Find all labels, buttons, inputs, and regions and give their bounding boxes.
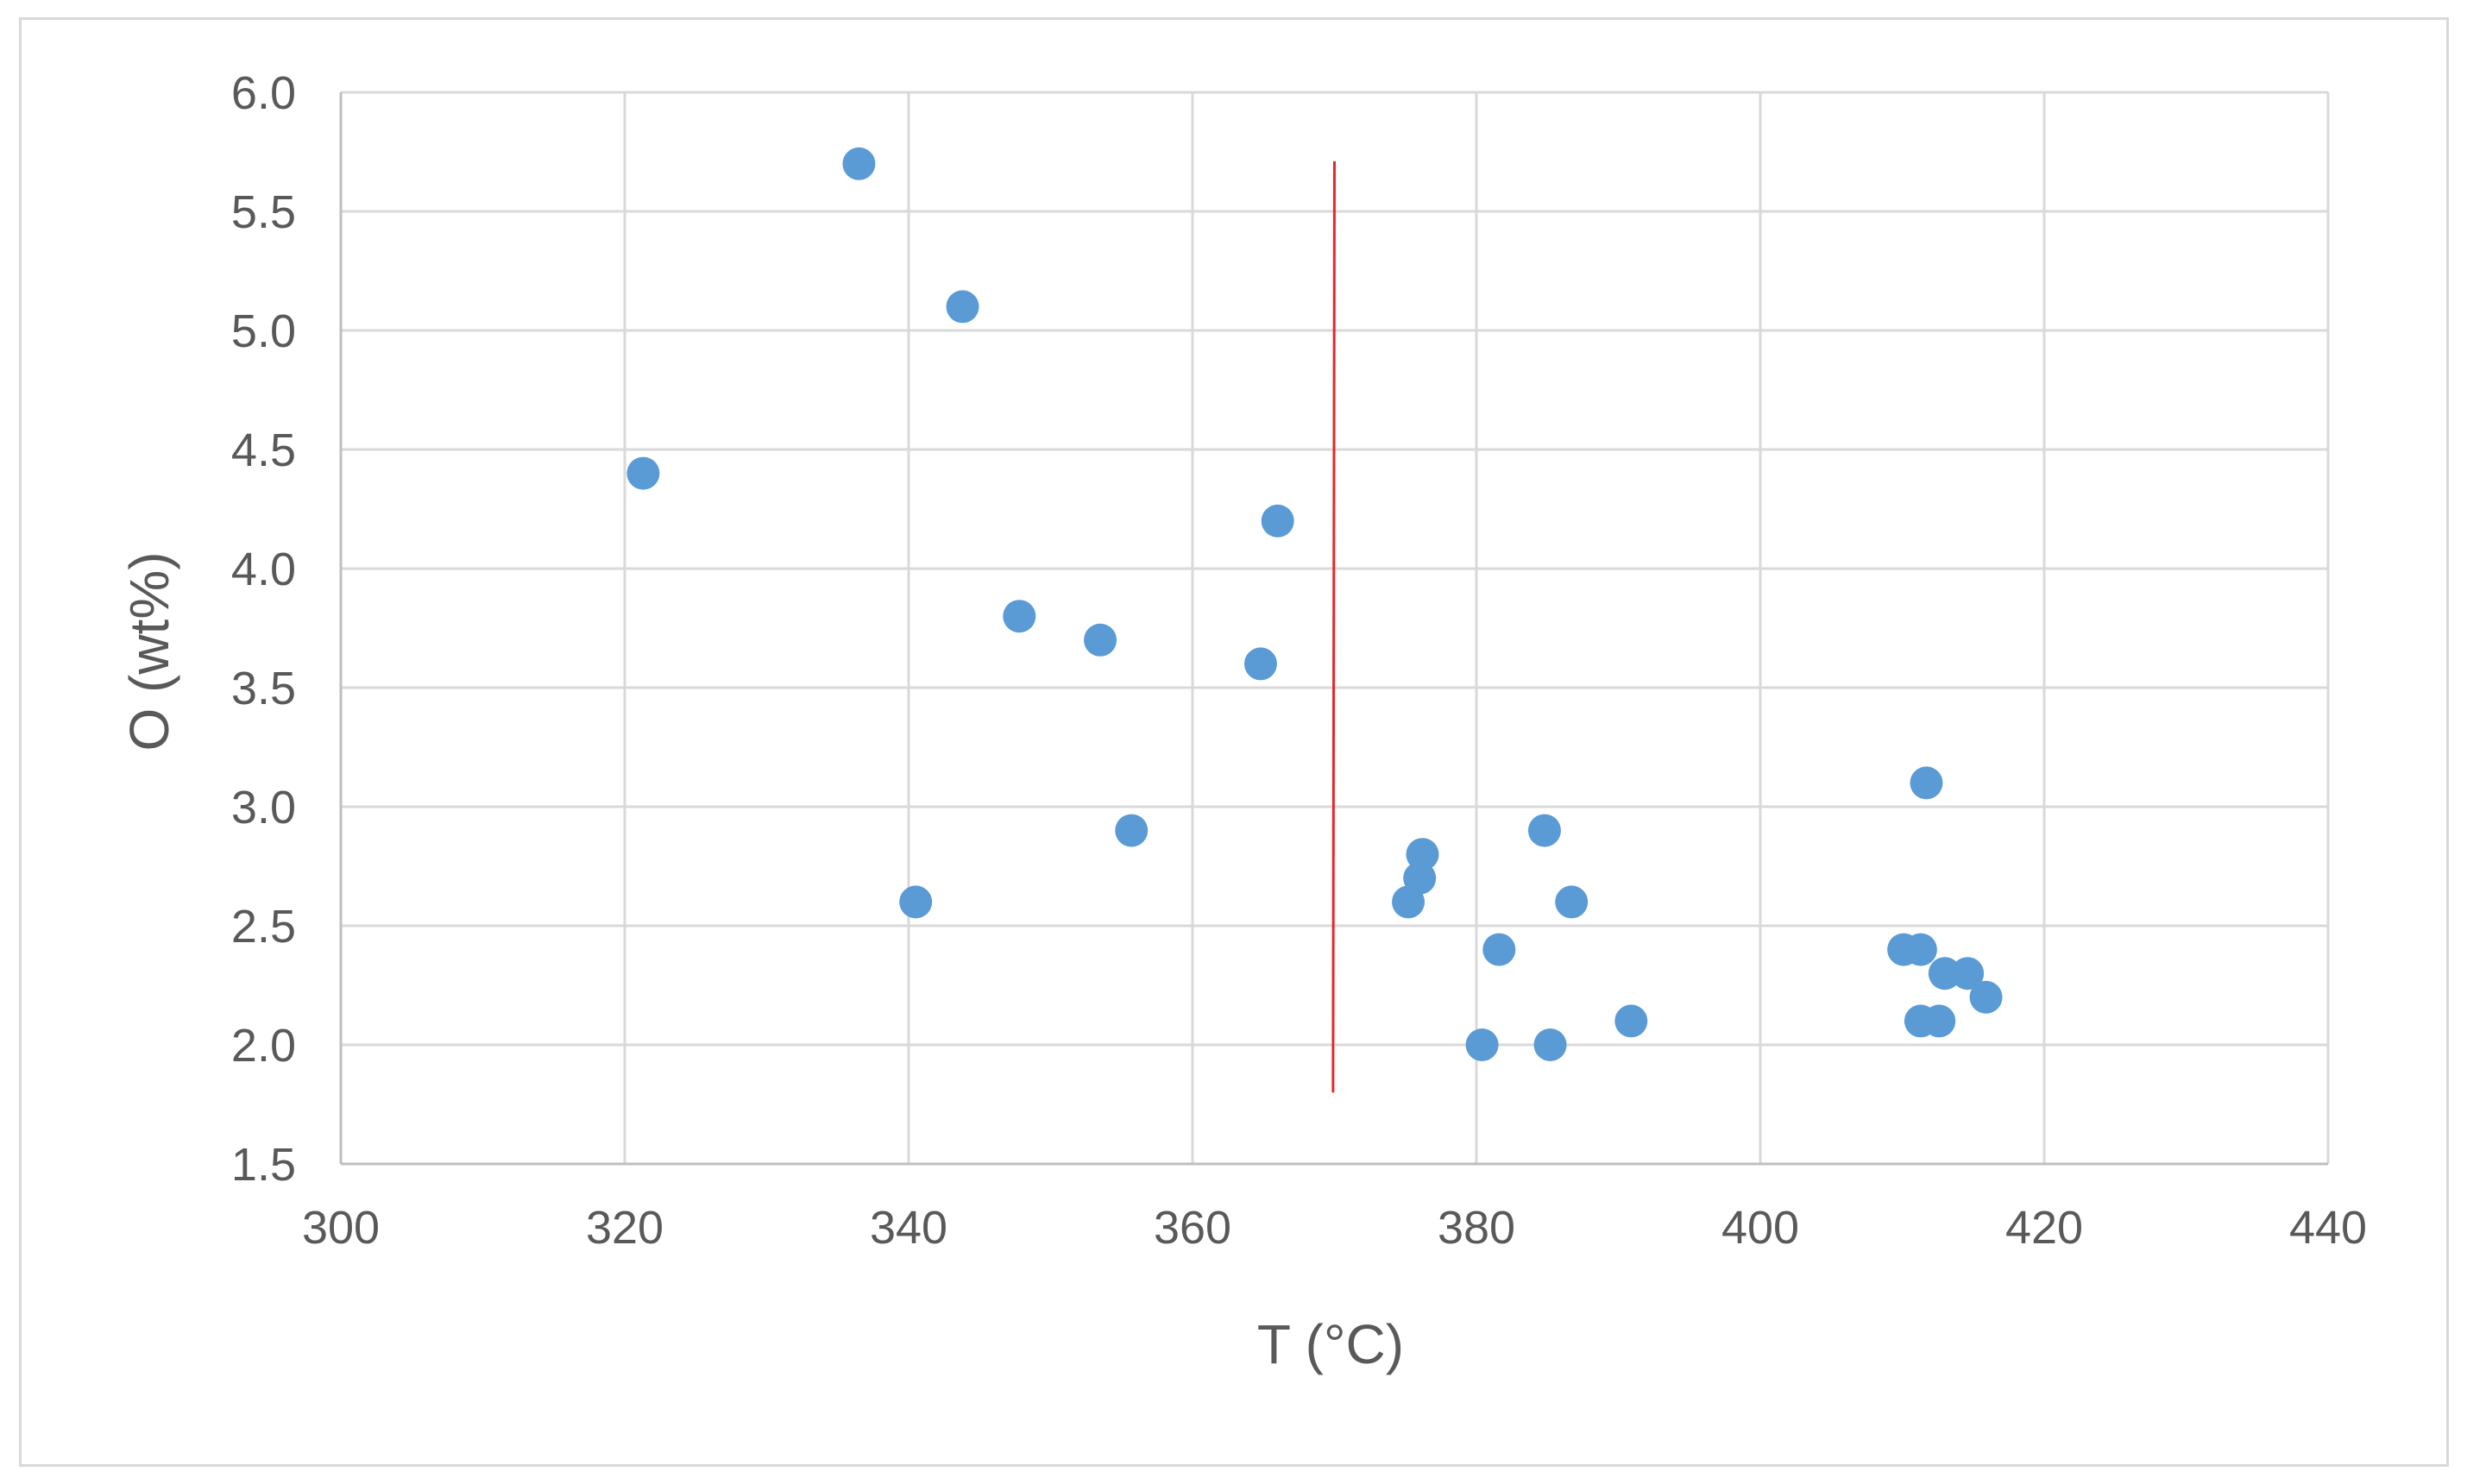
y-tick-label: 2.0 bbox=[231, 1020, 296, 1072]
x-tick-labels: 300 320 340 360 380 400 420 440 bbox=[302, 1202, 2367, 1254]
x-tick-label: 420 bbox=[2005, 1202, 2083, 1254]
reference-line-group bbox=[1331, 161, 1336, 1093]
data-point bbox=[842, 147, 876, 180]
y-tick-label: 5.0 bbox=[231, 305, 296, 357]
data-point bbox=[1003, 600, 1036, 633]
axes bbox=[339, 92, 2328, 1166]
data-point bbox=[1261, 504, 1294, 538]
x-tick-label: 440 bbox=[2289, 1202, 2367, 1254]
data-point bbox=[1533, 1028, 1567, 1061]
y-tick-label: 4.0 bbox=[231, 544, 296, 595]
y-tick-label: 1.5 bbox=[231, 1139, 296, 1191]
data-point bbox=[1969, 980, 2003, 1014]
data-point bbox=[1928, 957, 1961, 990]
data-point bbox=[899, 885, 933, 919]
data-points bbox=[626, 147, 2003, 1061]
data-point bbox=[1527, 814, 1561, 847]
x-tick-label: 380 bbox=[1438, 1202, 1515, 1254]
data-point bbox=[1904, 933, 1937, 966]
data-point bbox=[1555, 885, 1589, 919]
x-tick-label: 320 bbox=[586, 1202, 664, 1254]
x-tick-label: 360 bbox=[1154, 1202, 1231, 1254]
data-point bbox=[1910, 766, 1943, 800]
y-axis-title: O (wt%) bbox=[118, 551, 180, 751]
data-point bbox=[1923, 1004, 1956, 1038]
data-point bbox=[1614, 1004, 1648, 1038]
data-point bbox=[1115, 814, 1149, 847]
data-point bbox=[1465, 1028, 1499, 1061]
y-tick-label: 3.5 bbox=[231, 663, 296, 714]
data-point bbox=[1951, 957, 1985, 990]
y-tick-label: 6.0 bbox=[231, 67, 296, 119]
x-tick-label: 300 bbox=[302, 1202, 380, 1254]
data-point bbox=[626, 456, 660, 490]
y-tick-labels: 1.5 2.0 2.5 3.0 3.5 4.0 4.5 5.0 5.5 6.0 bbox=[231, 67, 296, 1191]
y-tick-label: 3.0 bbox=[231, 782, 296, 833]
y-tick-label: 4.5 bbox=[231, 424, 296, 476]
x-tick-label: 400 bbox=[1721, 1202, 1799, 1254]
data-point bbox=[1243, 647, 1277, 681]
data-point bbox=[946, 290, 979, 324]
data-point bbox=[1403, 861, 1437, 895]
reference-line bbox=[1331, 161, 1336, 1093]
x-axis-title: T (°C) bbox=[1257, 1313, 1404, 1375]
data-point bbox=[1406, 838, 1439, 871]
data-point bbox=[1084, 623, 1117, 657]
y-tick-label: 2.5 bbox=[231, 901, 296, 953]
x-tick-label: 340 bbox=[870, 1202, 947, 1254]
y-tick-label: 5.5 bbox=[231, 186, 296, 238]
data-point bbox=[1482, 933, 1516, 966]
